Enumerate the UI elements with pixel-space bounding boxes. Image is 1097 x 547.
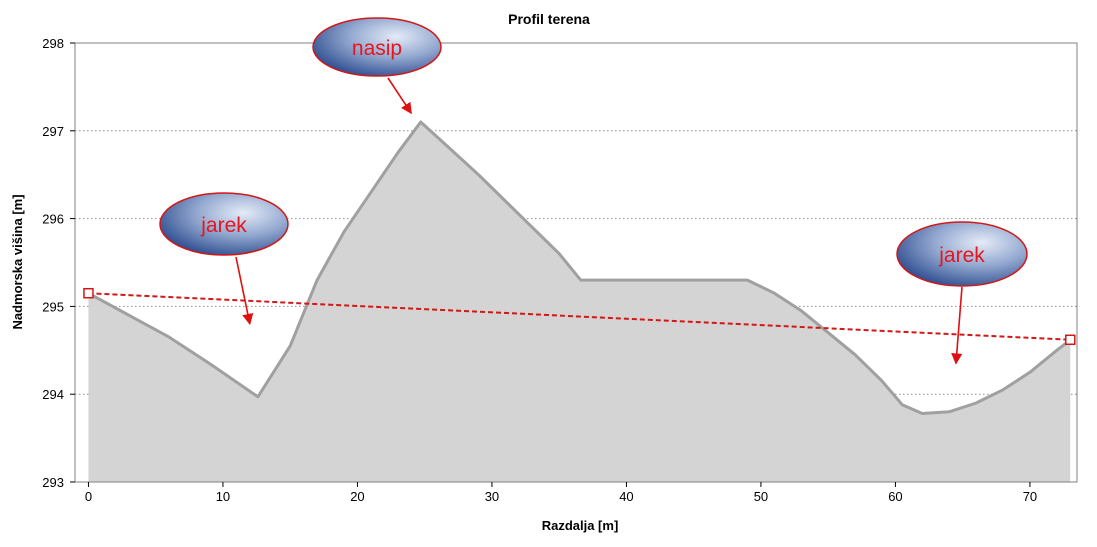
annotation-bubble <box>896 221 1028 287</box>
endpoint-marker <box>83 287 94 299</box>
y-tick-label: 298 <box>42 36 64 51</box>
x-tick-label: 10 <box>216 489 230 504</box>
y-axis-label: Nadmorska višina [m] <box>10 194 25 329</box>
annotation-arrow <box>387 77 412 115</box>
annotation-arrow <box>951 286 963 365</box>
terrain-fill <box>88 122 1071 482</box>
reference-dashed-line <box>88 292 1071 341</box>
annotation-bubble <box>312 17 442 77</box>
terrain-area <box>87 120 1072 482</box>
endpoint-markers <box>83 287 1076 346</box>
plot-frame <box>74 42 1078 483</box>
y-tick-label: 297 <box>42 124 64 139</box>
x-tick-label: 60 <box>888 489 902 504</box>
y-tick-label: 293 <box>42 475 64 490</box>
annotations: nasip jarek jarek <box>159 17 1028 365</box>
reference-line <box>88 292 1071 341</box>
annotation-label: jarek <box>938 244 985 267</box>
x-axis-label: Razdalja [m] <box>542 518 619 533</box>
terrain-line <box>87 120 1072 415</box>
x-tick-label: 50 <box>754 489 768 504</box>
y-tick-label: 296 <box>42 212 64 227</box>
endpoint-marker <box>1065 334 1076 346</box>
x-tick-label: 0 <box>85 489 92 504</box>
y-tick-label: 294 <box>42 387 64 402</box>
annotation-arrow <box>235 256 254 326</box>
annotation-label: nasip <box>352 37 402 60</box>
annotation-jarek: jarek <box>159 192 289 326</box>
x-tick-label: 40 <box>619 489 633 504</box>
axis-ticks: 0 10 20 30 40 50 60 70 293 294 295 296 297 298 <box>42 36 1037 504</box>
x-tick-label: 70 <box>1023 489 1037 504</box>
x-tick-label: 20 <box>350 489 364 504</box>
annotation-jarek: jarek <box>896 221 1028 365</box>
chart-title: Profil terena <box>508 11 590 27</box>
annotation-nasip: nasip <box>312 17 442 115</box>
y-tick-label: 295 <box>42 299 64 314</box>
x-tick-label: 30 <box>485 489 499 504</box>
annotation-label: jarek <box>200 214 247 237</box>
annotation-bubble <box>159 192 289 256</box>
